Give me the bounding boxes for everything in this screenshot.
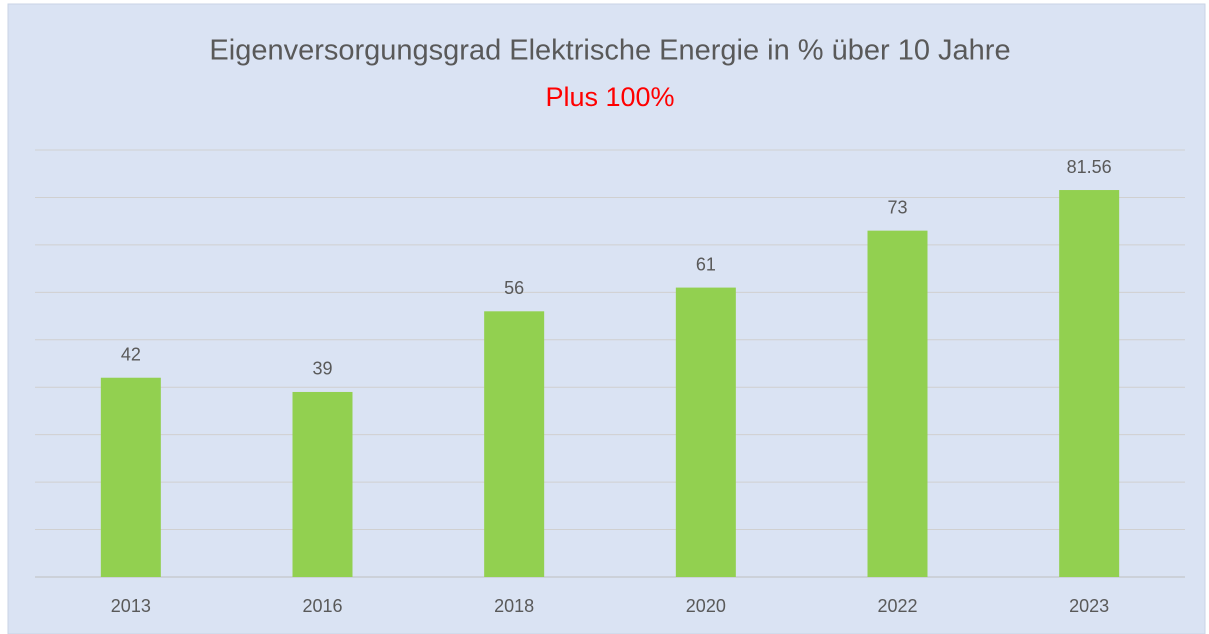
x-tick-label: 2013: [111, 596, 151, 616]
x-tick-label: 2022: [877, 596, 917, 616]
x-tick-label: 2023: [1069, 596, 1109, 616]
data-label: 42: [121, 344, 141, 364]
data-label: 81.56: [1067, 157, 1112, 177]
chart-title: Eigenversorgungsgrad Elektrische Energie…: [209, 35, 1010, 67]
bar: [484, 311, 545, 577]
bar: [675, 287, 736, 577]
bar: [100, 377, 161, 577]
bar: [292, 391, 353, 577]
x-tick-label: 2018: [494, 596, 534, 616]
chart-subtitle: Plus 100%: [545, 82, 674, 112]
x-tick-label: 2020: [686, 596, 726, 616]
chart-background: [7, 3, 1206, 634]
bar: [1059, 190, 1120, 578]
x-tick-label: 2016: [302, 596, 342, 616]
data-label: 56: [504, 278, 524, 298]
data-label: 73: [887, 197, 907, 217]
data-label: 39: [312, 359, 332, 379]
bar: [867, 230, 928, 577]
data-label: 61: [696, 254, 716, 274]
